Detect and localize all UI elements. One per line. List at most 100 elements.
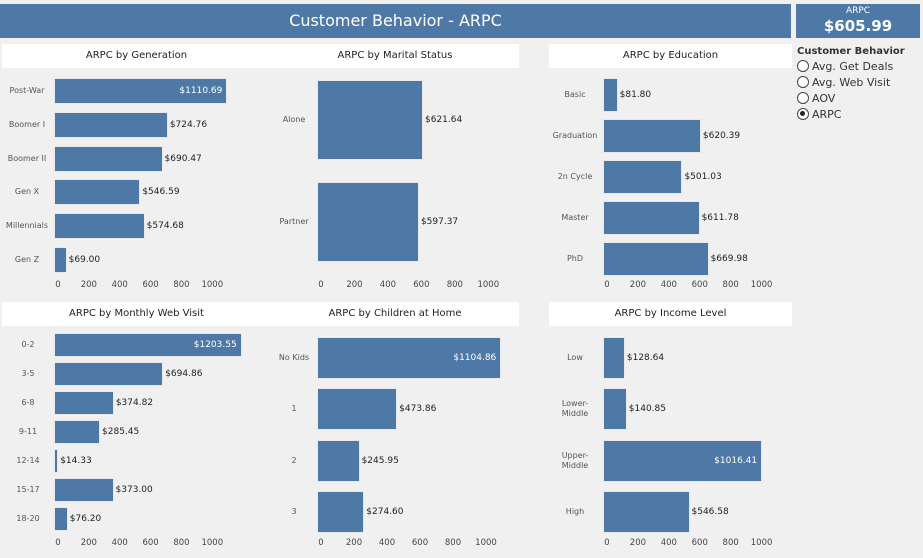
parameter-option[interactable]: Avg. Web Visit <box>797 74 921 90</box>
bar[interactable] <box>54 111 168 138</box>
category-label: 1 <box>291 404 297 414</box>
data-label: $669.98 <box>710 253 748 264</box>
radio-unselected-icon[interactable] <box>797 92 809 104</box>
data-label: $724.76 <box>169 119 208 130</box>
bar[interactable] <box>54 145 163 172</box>
data-label: $14.33 <box>60 455 92 466</box>
chart-panel: ARPC by Children at Home No Kids $1104.86 1… <box>271 302 520 552</box>
radio-unselected-icon[interactable] <box>797 60 809 72</box>
bar[interactable] <box>54 213 145 240</box>
category-label: Lower- Middle <box>561 399 589 419</box>
chart-title: ARPC by Marital Status <box>271 44 519 68</box>
bar[interactable] <box>602 439 763 482</box>
parameter-option[interactable]: ARPC <box>797 106 921 122</box>
axis-tick-label: 0 <box>604 538 610 548</box>
category-label: Graduation <box>552 130 598 140</box>
data-label: $76.20 <box>69 513 102 524</box>
category-label: 12-14 <box>16 455 40 465</box>
axis-tick-label: 800 <box>446 280 463 290</box>
axis-tick-label: 600 <box>142 280 159 290</box>
bar[interactable] <box>54 332 242 357</box>
data-label: $274.60 <box>366 507 404 518</box>
category-label: 2n Cycle <box>557 171 593 181</box>
chart-panel: ARPC by Education Basic $81.80 Graduation $6… <box>549 44 792 294</box>
data-label: $621.64 <box>425 115 463 125</box>
bar[interactable] <box>317 182 419 262</box>
chart-title: ARPC by Education <box>549 44 792 68</box>
data-label: $1104.86 <box>453 352 497 363</box>
axis-tick-label: 400 <box>660 280 677 290</box>
data-label: $690.47 <box>164 153 202 164</box>
category-label: Upper- Middle <box>561 450 589 470</box>
category-label: High <box>565 507 585 517</box>
bar[interactable] <box>603 77 618 112</box>
chart-panel: ARPC by Income Level Low $128.64 Lower- Mid… <box>549 302 792 552</box>
bar[interactable] <box>603 491 690 534</box>
axis-tick-label: 600 <box>411 538 429 548</box>
category-label: Boomer I <box>8 119 46 129</box>
data-label: $1016.41 <box>714 455 758 466</box>
bar[interactable] <box>53 77 228 104</box>
category-label: 3-5 <box>21 368 35 378</box>
axis-tick-label: 600 <box>142 538 159 548</box>
category-label: No Kids <box>278 352 310 362</box>
category-label: 0-2 <box>21 339 35 349</box>
kpi-value: $605.99 <box>823 17 893 35</box>
parameter-option-label: AOV <box>812 91 836 105</box>
bar[interactable] <box>603 118 701 153</box>
axis-tick-label: 1000 <box>201 280 224 290</box>
parameter-option-label: ARPC <box>812 107 842 121</box>
parameter-title: Customer Behavior <box>797 46 905 57</box>
axis-tick-label: 0 <box>318 280 324 290</box>
bar[interactable] <box>317 80 423 160</box>
category-label: 6-8 <box>21 397 35 407</box>
kpi-card: ARPC $605.99 <box>796 4 920 38</box>
data-label: $285.45 <box>102 426 140 437</box>
chart-panel: ARPC by Monthly Web Visit 0-2 $1203.55 3-5 $… <box>2 302 271 552</box>
data-label: $373.00 <box>115 484 153 495</box>
axis-tick-label: 400 <box>111 280 128 290</box>
axis-tick-label: 400 <box>111 538 128 548</box>
bar[interactable] <box>53 179 141 206</box>
bar[interactable] <box>317 439 360 482</box>
data-label: $69.00 <box>68 254 101 265</box>
radio-unselected-icon[interactable] <box>797 76 809 88</box>
category-label: Partner <box>279 217 309 226</box>
category-label: Millennials <box>5 221 49 231</box>
category-label: Alone <box>282 115 306 124</box>
axis-tick-label: 1000 <box>201 538 224 548</box>
bar[interactable] <box>603 388 627 431</box>
data-label: $128.64 <box>626 352 665 363</box>
axis-tick-label: 200 <box>629 538 647 548</box>
data-label: $546.59 <box>142 187 180 198</box>
axis-tick-label: 400 <box>660 538 677 548</box>
bar[interactable] <box>603 336 625 379</box>
bar[interactable] <box>53 361 164 386</box>
bar[interactable] <box>316 336 502 379</box>
parameter-option[interactable]: Avg. Get Deals <box>797 58 921 74</box>
data-label: $546.58 <box>691 507 729 518</box>
data-label: $1203.55 <box>193 339 237 350</box>
bar[interactable] <box>316 491 365 534</box>
bar[interactable] <box>54 506 68 531</box>
bar[interactable] <box>53 419 101 444</box>
bar[interactable] <box>54 477 114 502</box>
chart-panel: ARPC by Marital Status Alone $621.64 Partne… <box>271 44 520 294</box>
radio-selected-icon[interactable] <box>797 108 809 120</box>
bar[interactable] <box>53 448 59 473</box>
bar[interactable] <box>602 159 683 194</box>
axis-tick-label: 1000 <box>750 280 773 290</box>
bar[interactable] <box>603 241 709 276</box>
category-label: 9-11 <box>18 426 38 436</box>
parameter-option[interactable]: AOV <box>797 90 921 106</box>
category-label: 3 <box>291 507 297 517</box>
data-label: $620.39 <box>702 130 741 141</box>
bar[interactable] <box>54 246 67 273</box>
bar[interactable] <box>316 388 398 431</box>
category-label: Boomer II <box>7 153 47 163</box>
axis-tick-label: 1000 <box>475 538 497 548</box>
bar[interactable] <box>603 200 700 235</box>
data-label: $1110.69 <box>179 85 223 96</box>
data-label: $245.95 <box>361 455 399 466</box>
bar[interactable] <box>54 390 114 415</box>
